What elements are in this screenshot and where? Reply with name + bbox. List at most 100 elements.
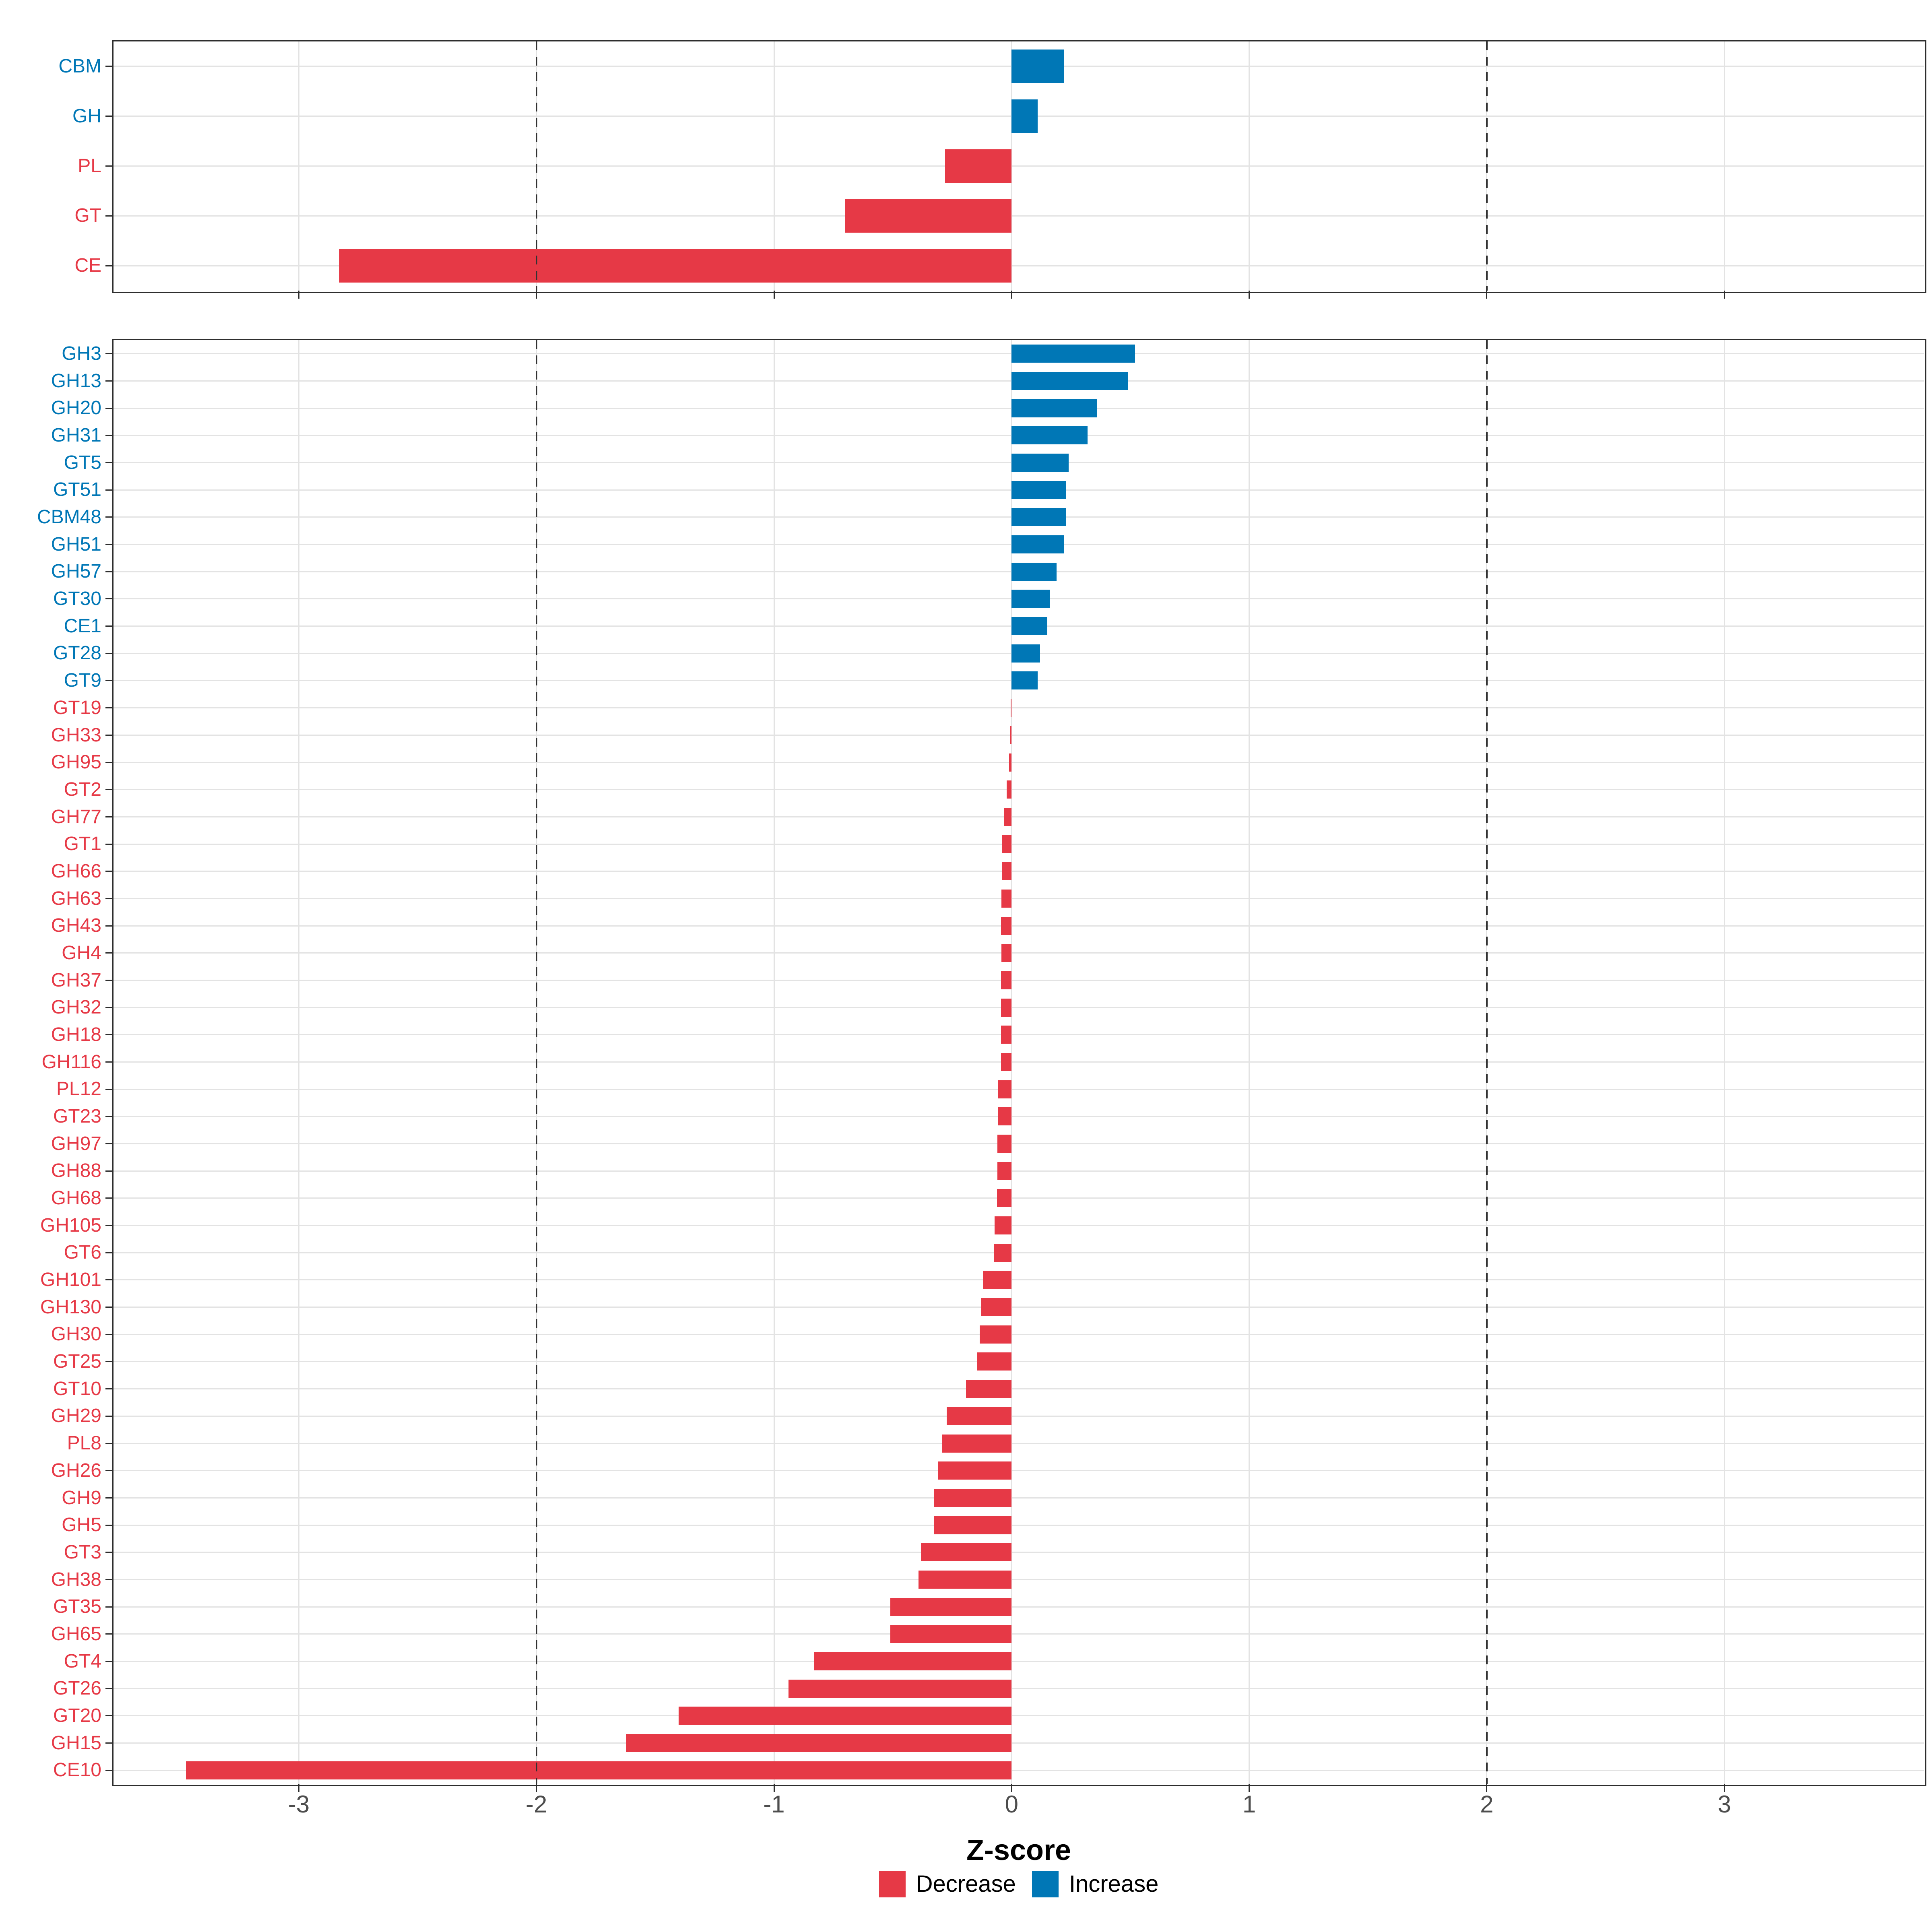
y-gridline bbox=[114, 1143, 1924, 1145]
y-gridline bbox=[114, 1361, 1924, 1362]
y-gridline bbox=[114, 1007, 1924, 1008]
y-gridline bbox=[114, 871, 1924, 872]
legend: Decrease Increase bbox=[114, 1871, 1924, 1897]
y-axis-tick bbox=[105, 1116, 114, 1117]
bar bbox=[966, 1380, 1012, 1398]
y-axis-tick bbox=[105, 1034, 114, 1036]
y-axis-tick bbox=[105, 1715, 114, 1717]
category-label: GH32 bbox=[51, 997, 101, 1018]
category-label: GT30 bbox=[53, 588, 101, 610]
bar bbox=[186, 1761, 1012, 1779]
category-label: GH20 bbox=[51, 397, 101, 419]
y-axis-tick bbox=[105, 843, 114, 845]
bar bbox=[1001, 971, 1012, 989]
category-label: GT23 bbox=[53, 1106, 101, 1127]
y-gridline bbox=[114, 1333, 1924, 1335]
y-axis-tick bbox=[105, 652, 114, 654]
category-label: CBM bbox=[58, 56, 101, 77]
x-axis-tick-label: -2 bbox=[526, 1791, 547, 1818]
bar bbox=[845, 199, 1012, 233]
dashed-reference-line bbox=[1486, 340, 1488, 1784]
category-label: GH30 bbox=[51, 1323, 101, 1345]
y-gridline bbox=[114, 734, 1924, 736]
bar bbox=[977, 1352, 1012, 1371]
y-axis-tick bbox=[105, 1742, 114, 1744]
x-axis-tick-label: 3 bbox=[1717, 1791, 1731, 1818]
category-label: GH97 bbox=[51, 1133, 101, 1154]
bar bbox=[1011, 644, 1040, 663]
bar bbox=[1011, 535, 1064, 554]
bar bbox=[1011, 508, 1067, 526]
y-axis-tick bbox=[105, 1197, 114, 1199]
y-axis-tick bbox=[105, 66, 114, 67]
bar bbox=[339, 249, 1012, 283]
bar bbox=[997, 1189, 1012, 1208]
y-axis-tick bbox=[105, 598, 114, 600]
x-axis-tick-label: 1 bbox=[1242, 1791, 1256, 1818]
category-label: GT35 bbox=[53, 1596, 101, 1618]
bar bbox=[1011, 345, 1135, 363]
y-axis-tick bbox=[105, 544, 114, 545]
y-axis-tick bbox=[105, 1443, 114, 1444]
x-axis-tick bbox=[298, 1784, 299, 1792]
y-gridline bbox=[114, 1034, 1924, 1036]
y-gridline bbox=[114, 1470, 1924, 1472]
y-axis-tick bbox=[105, 1497, 114, 1499]
dashed-reference-line bbox=[535, 41, 537, 291]
bar bbox=[921, 1543, 1012, 1562]
category-label: PL8 bbox=[67, 1432, 101, 1454]
y-axis-tick bbox=[105, 215, 114, 217]
y-gridline bbox=[114, 789, 1924, 791]
category-label: GH4 bbox=[62, 942, 101, 964]
category-label: CE10 bbox=[53, 1759, 101, 1781]
bar bbox=[890, 1598, 1012, 1616]
bar bbox=[1009, 753, 1012, 772]
category-label: GT4 bbox=[64, 1650, 101, 1672]
category-label: GH38 bbox=[51, 1569, 101, 1590]
category-label: GT1 bbox=[64, 833, 101, 855]
y-axis-tick bbox=[105, 680, 114, 681]
bar bbox=[980, 1325, 1012, 1344]
bar bbox=[938, 1461, 1012, 1480]
bar bbox=[1001, 889, 1012, 908]
category-label: CE bbox=[74, 255, 101, 277]
x-axis-tick bbox=[1486, 1784, 1488, 1792]
bar bbox=[941, 1434, 1012, 1453]
y-axis-tick bbox=[105, 353, 114, 355]
x-axis-tick-label: 2 bbox=[1480, 1791, 1494, 1818]
category-label: GH bbox=[72, 105, 101, 127]
x-axis-tick bbox=[298, 291, 299, 299]
y-axis-tick bbox=[105, 898, 114, 899]
bar bbox=[1006, 780, 1012, 799]
y-axis-tick bbox=[105, 462, 114, 464]
category-label: GT6 bbox=[64, 1242, 101, 1263]
category-label: CE1 bbox=[64, 615, 101, 637]
bar bbox=[919, 1570, 1012, 1589]
y-gridline bbox=[114, 925, 1924, 927]
y-gridline bbox=[114, 707, 1924, 709]
bar bbox=[998, 1107, 1012, 1126]
category-label: GH18 bbox=[51, 1024, 101, 1045]
y-axis-tick bbox=[105, 1279, 114, 1281]
y-axis-tick bbox=[105, 1688, 114, 1689]
y-axis-tick bbox=[105, 734, 114, 736]
y-axis-tick bbox=[105, 789, 114, 791]
category-label: GH26 bbox=[51, 1459, 101, 1481]
y-gridline bbox=[114, 1552, 1924, 1553]
bar bbox=[997, 1162, 1012, 1180]
y-gridline bbox=[114, 1088, 1924, 1090]
bar bbox=[1011, 399, 1097, 417]
y-axis-tick bbox=[105, 707, 114, 709]
category-label: GH116 bbox=[41, 1051, 101, 1073]
y-gridline bbox=[114, 979, 1924, 981]
bar bbox=[981, 1298, 1012, 1317]
x-axis-tick bbox=[536, 1784, 537, 1792]
y-gridline bbox=[114, 1524, 1924, 1526]
bar bbox=[1001, 998, 1012, 1017]
x-axis-tick bbox=[1724, 291, 1725, 299]
bar bbox=[1002, 862, 1012, 881]
y-gridline bbox=[114, 1388, 1924, 1390]
y-axis-tick bbox=[105, 165, 114, 167]
category-label: GH66 bbox=[51, 860, 101, 882]
